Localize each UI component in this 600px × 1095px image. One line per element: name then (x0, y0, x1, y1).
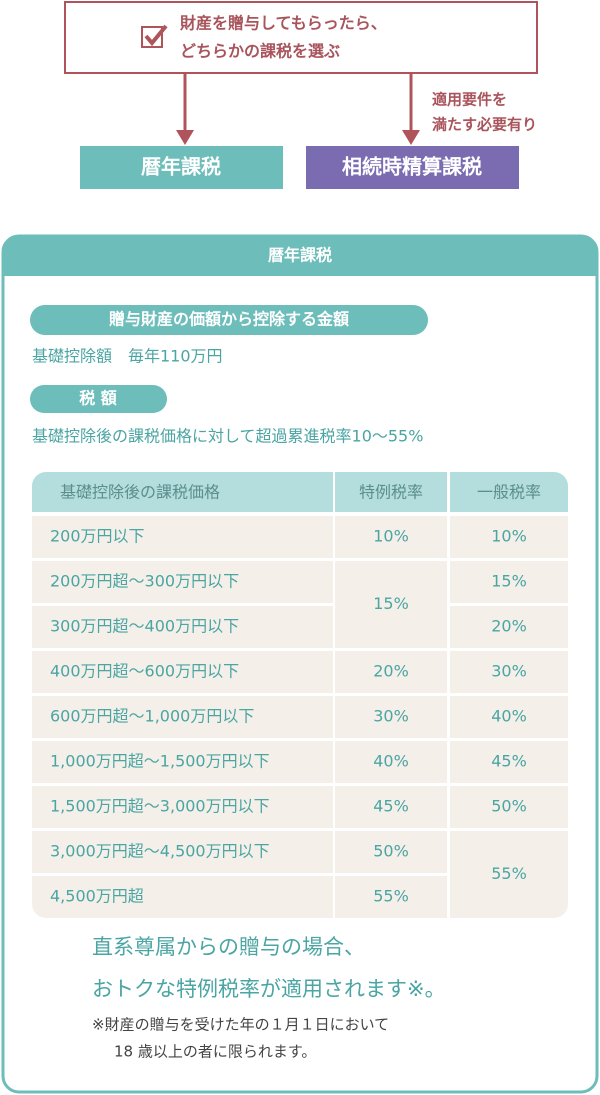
cell (32, 741, 333, 783)
cell-text: 50% (373, 842, 409, 861)
arrow-head (402, 130, 420, 145)
header-text: 特例税率 (359, 483, 423, 502)
cell-text: 1,000万円超〜1,500万円以下 (50, 752, 270, 771)
cell (450, 606, 568, 648)
note: 18 歳以上の者に限られます。 (114, 1043, 316, 1061)
cell (335, 786, 447, 828)
cell-text: 4,500万円超 (50, 887, 144, 906)
cell-text: 200万円以下 (50, 527, 145, 546)
cell (335, 561, 447, 648)
header-cell (335, 472, 447, 512)
header-cell (32, 472, 333, 512)
cell-text: 1,500万円超〜3,000万円以下 (50, 797, 270, 816)
cell-text: 40% (373, 752, 409, 771)
requirement: 適用要件を (432, 91, 507, 109)
cell (450, 741, 568, 783)
highlight: おトクな特例税率が適用されます※。 (92, 977, 446, 1001)
cell-text: 30% (491, 662, 527, 681)
requirement: 満たす必要有り (432, 116, 537, 134)
body-text: 基礎控除額 毎年110万円 (32, 347, 223, 366)
cell-text: 15% (373, 594, 409, 613)
cell (335, 876, 447, 918)
cell-text: 15% (491, 572, 527, 591)
arrow-head (176, 130, 194, 145)
checkbox (141, 26, 163, 48)
cell (32, 561, 333, 603)
pill (30, 305, 428, 335)
note: ※財産の贈与を受けた年の１月１日において (92, 1016, 389, 1034)
option-box (306, 146, 519, 189)
pill-text: 税 額 (79, 389, 117, 408)
pill (30, 385, 167, 413)
cell (32, 831, 333, 873)
cell-text: 45% (491, 752, 527, 771)
choice-line: 財産を贈与してもらったら、 (180, 14, 387, 33)
cell (450, 831, 568, 918)
tax-table: 基礎控除後の課税価格 特例税率 一般税率 200万円以下 10% 10% 200万円超〜30… (32, 472, 568, 918)
cell-text: 20% (491, 617, 527, 636)
body-text: 基礎控除後の課税価格に対して超過累進税率10〜55% (32, 427, 423, 446)
cell (32, 876, 333, 918)
cell-text: 400万円超〜600万円以下 (50, 662, 239, 681)
cell (32, 516, 333, 558)
cell (450, 786, 568, 828)
choice-line: どちらかの課税を選ぶ (180, 42, 340, 61)
cell-text: 40% (491, 707, 527, 726)
cell-text: 20% (373, 662, 409, 681)
cell-text: 10% (373, 527, 409, 546)
cell (32, 786, 333, 828)
cell (450, 516, 568, 558)
cell-text: 200万円超〜300万円以下 (50, 572, 239, 591)
cell-text: 3,000万円超〜4,500万円以下 (50, 842, 270, 861)
header-text: 基礎控除後の課税価格 (60, 483, 220, 502)
header-text: 一般税率 (477, 483, 541, 502)
cell (450, 651, 568, 693)
cell-text: 55% (373, 887, 409, 906)
cell (335, 831, 447, 873)
cell (32, 696, 333, 738)
cell-text: 600万円超〜1,000万円以下 (50, 707, 254, 726)
cell-text: 30% (373, 707, 409, 726)
header-cell (450, 472, 568, 512)
cell-text: 55% (491, 864, 527, 883)
pill-text: 贈与財産の価額から控除する金額 (109, 310, 349, 329)
cell-text: 10% (491, 527, 527, 546)
option: 相続時精算課税 (342, 155, 482, 179)
cell (450, 561, 568, 603)
cell (32, 606, 333, 648)
check-mark (144, 24, 168, 47)
option-box (80, 146, 283, 189)
cell-text: 300万円超〜400万円以下 (50, 617, 239, 636)
cell (335, 741, 447, 783)
cell (335, 651, 447, 693)
cell-text: 50% (491, 797, 527, 816)
highlight: 直系尊属からの贈与の場合、 (92, 935, 365, 959)
cell-text: 45% (373, 797, 409, 816)
panel-header (3, 236, 597, 276)
cell (335, 696, 447, 738)
cell (32, 651, 333, 693)
option: 暦年課税 (141, 155, 221, 179)
cell (335, 516, 447, 558)
cell (450, 696, 568, 738)
panel-title: 暦年課税 (268, 246, 332, 265)
